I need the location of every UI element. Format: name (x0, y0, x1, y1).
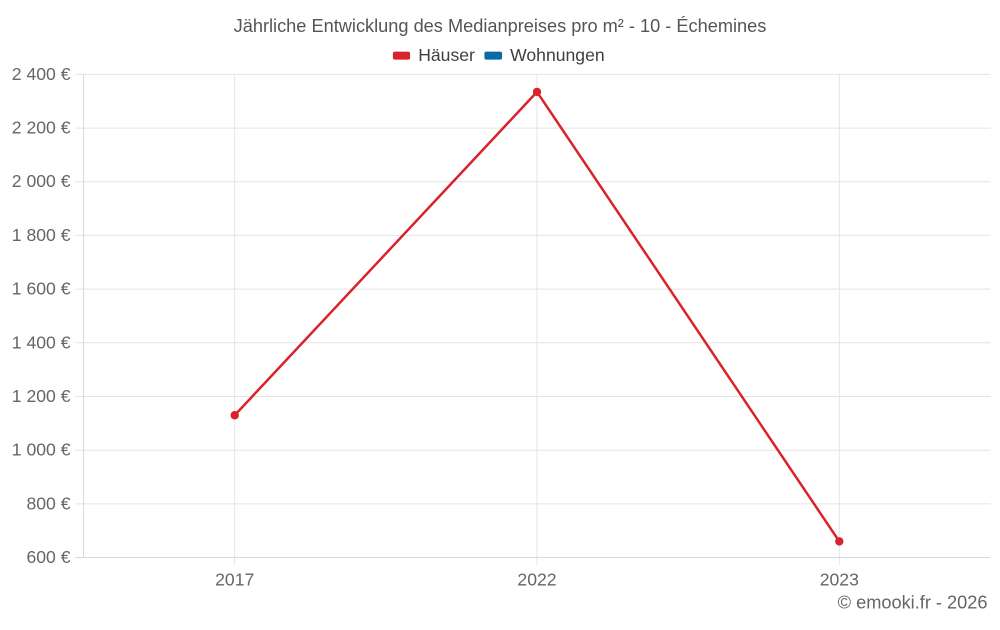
svg-text:Jährliche Entwicklung des Medi: Jährliche Entwicklung des Medianpreises … (234, 16, 767, 36)
svg-text:© emooki.fr - 2026: © emooki.fr - 2026 (838, 593, 988, 613)
svg-text:2022: 2022 (517, 570, 556, 590)
svg-text:2017: 2017 (215, 570, 254, 590)
svg-text:1 600 €: 1 600 € (12, 279, 71, 299)
svg-text:2 400 €: 2 400 € (12, 64, 71, 84)
svg-text:2023: 2023 (820, 570, 859, 590)
svg-text:1 000 €: 1 000 € (12, 440, 71, 460)
svg-text:1 400 €: 1 400 € (12, 332, 71, 352)
svg-text:1 800 €: 1 800 € (12, 225, 71, 245)
svg-text:2 000 €: 2 000 € (12, 171, 71, 191)
svg-text:800 €: 800 € (26, 493, 70, 513)
svg-text:1 200 €: 1 200 € (12, 386, 71, 406)
svg-text:Häuser: Häuser (418, 45, 475, 65)
svg-text:2 200 €: 2 200 € (12, 118, 71, 138)
svg-text:Wohnungen: Wohnungen (510, 45, 605, 65)
svg-text:600 €: 600 € (26, 547, 70, 567)
